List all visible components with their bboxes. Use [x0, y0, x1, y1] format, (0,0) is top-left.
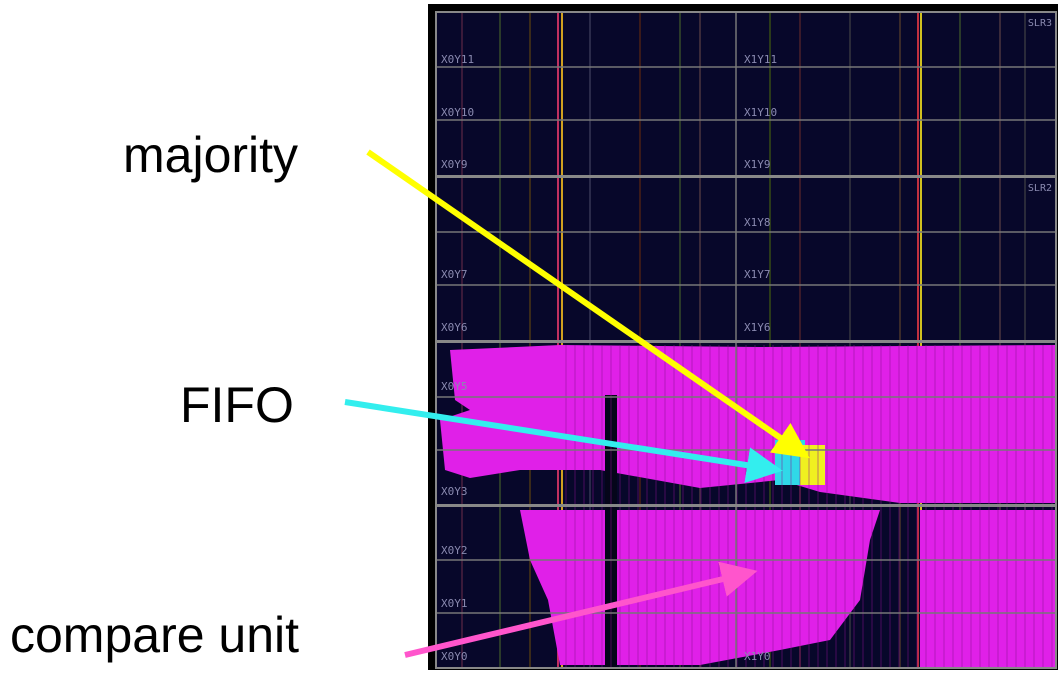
annotation: compare unit [10, 607, 299, 663]
region-label: X1Y6 [744, 321, 771, 334]
region-label: X1Y8 [744, 216, 771, 229]
region-label: X1Y11 [744, 53, 777, 66]
region-label: X1Y7 [744, 268, 771, 281]
region-label: X0Y5 [441, 380, 468, 393]
slr-label: SLR2 [1028, 183, 1052, 194]
annotation: FIFO [180, 377, 294, 433]
region-label: X0Y1 [441, 597, 468, 610]
annotation: majority [123, 127, 298, 183]
region-label: X1Y10 [744, 106, 777, 119]
majority-cells [800, 445, 825, 485]
slr-label: SLR3 [1028, 18, 1052, 29]
region-label: X0Y6 [441, 321, 468, 334]
region-label: X0Y7 [441, 268, 468, 281]
region-label: X0Y2 [441, 544, 468, 557]
region-label: X0Y11 [441, 53, 474, 66]
region-label: X1Y0 [744, 650, 771, 663]
region-label: X1Y9 [744, 158, 771, 171]
device-view: SLR3 SLR2 X0Y11 X1Y11 X0Y10 X1Y10 X0Y9 X… [0, 0, 1058, 670]
region-label: X0Y10 [441, 106, 474, 119]
region-label: X0Y0 [441, 650, 468, 663]
page: SLR3 SLR2 X0Y11 X1Y11 X0Y10 X1Y10 X0Y9 X… [0, 0, 1058, 670]
region-label: X0Y3 [441, 485, 468, 498]
utilization-slr0-right [920, 510, 1055, 668]
region-label: X0Y9 [441, 158, 468, 171]
